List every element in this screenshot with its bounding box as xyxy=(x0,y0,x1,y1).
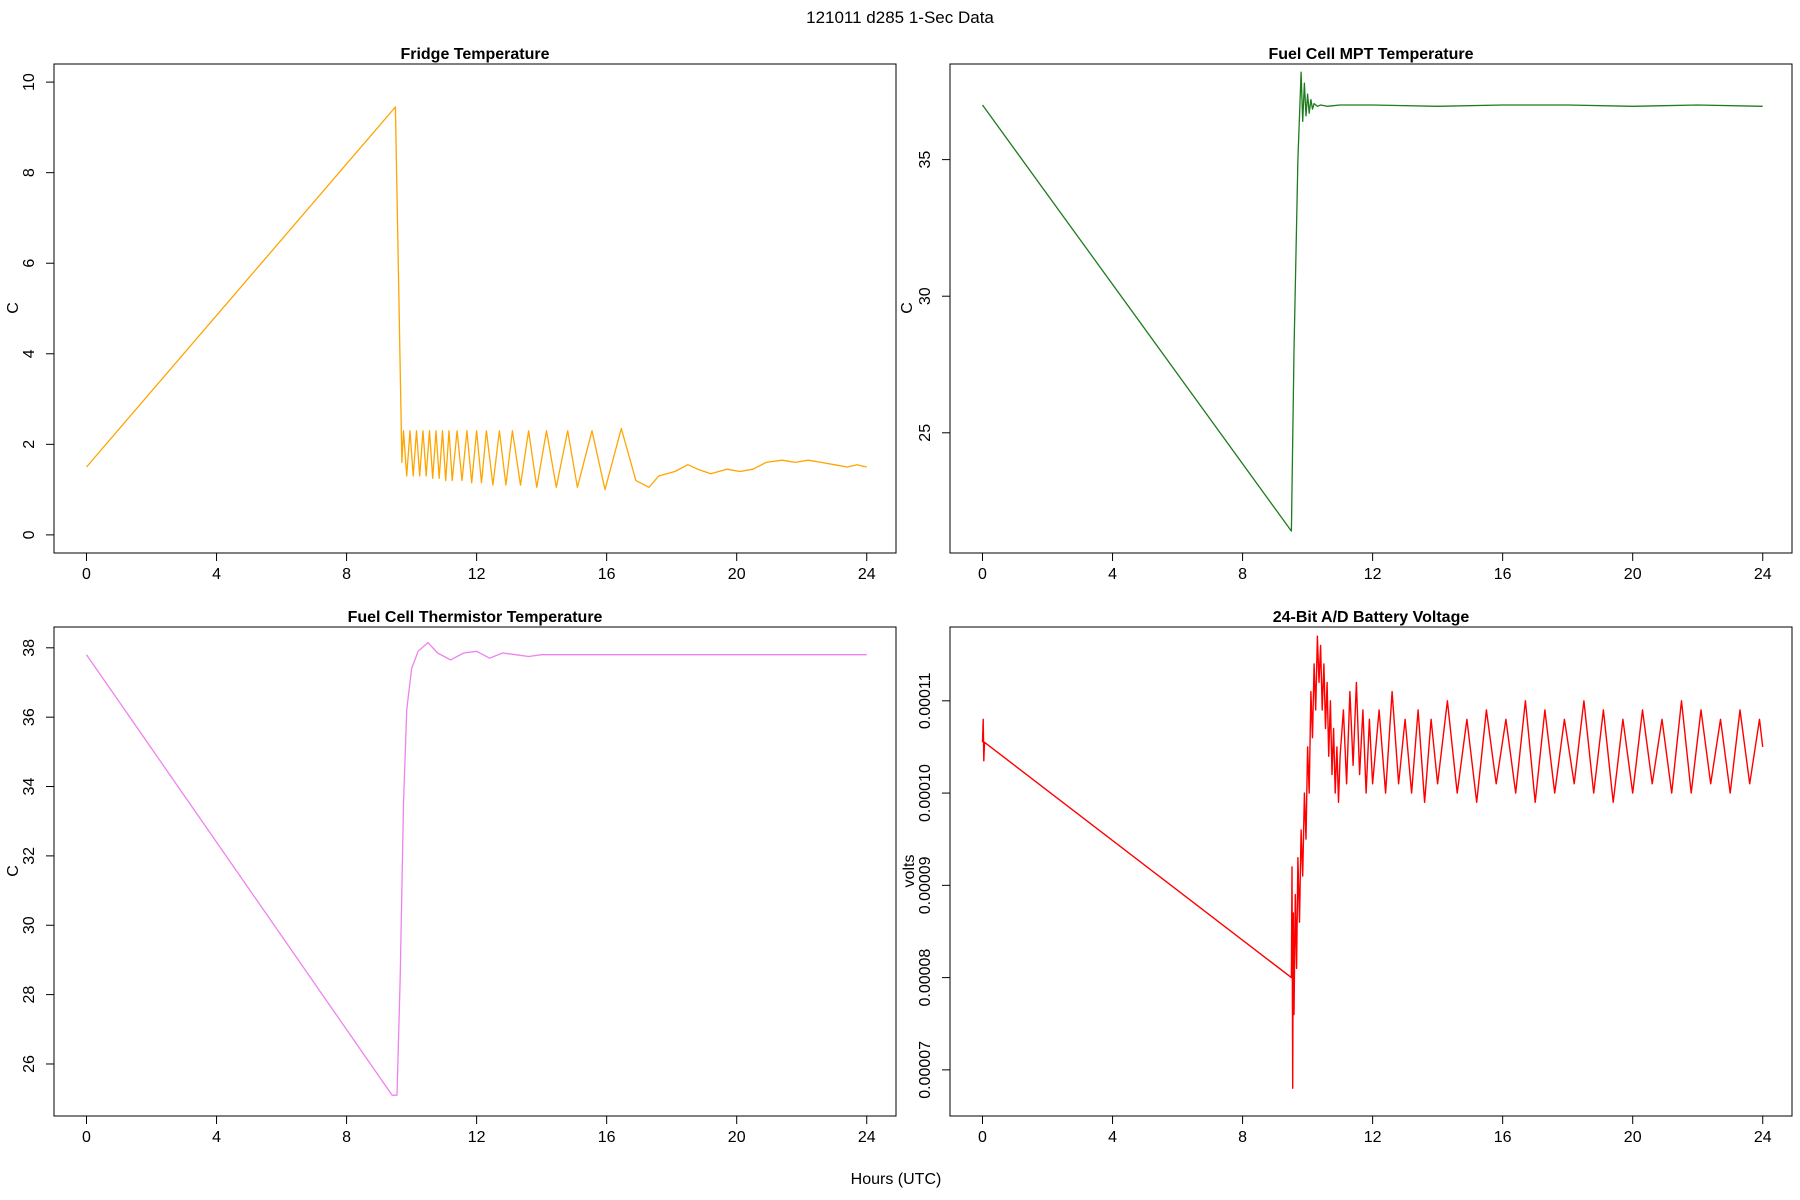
series-line-0 xyxy=(86,106,867,491)
y-tick-label: 0.00007 xyxy=(917,1041,934,1099)
series-line xyxy=(86,106,867,491)
figure-title: 121011 d285 1-Sec Data xyxy=(806,8,994,27)
y-axis-label: C xyxy=(899,302,916,314)
x-tick-label: 12 xyxy=(468,566,486,583)
x-tick-label: 20 xyxy=(1624,1129,1642,1146)
panel-battery-voltage: 24-Bit A/D Battery Voltage volts 0 4 8 12 16… xyxy=(901,609,1793,1146)
y-tick-label: 8 xyxy=(21,168,38,177)
y-tick-label: 25 xyxy=(917,424,934,442)
y-tick-label: 30 xyxy=(21,916,38,934)
y-tick-label: 0 xyxy=(21,530,38,539)
axis-ticks: 0 4 8 12 16 20 24 26 28 30 32 34 36 38 xyxy=(21,639,876,1146)
y-tick-label: 10 xyxy=(21,73,38,91)
plot-frame xyxy=(949,63,1793,554)
plot-frame xyxy=(53,626,897,1117)
x-tick-label: 16 xyxy=(1494,1129,1512,1146)
x-tick-label: 12 xyxy=(1364,1129,1382,1146)
x-tick-label: 24 xyxy=(858,566,876,583)
y-tick-label: 2 xyxy=(21,440,38,449)
y-axis-label: C xyxy=(5,865,22,877)
y-tick-label: 32 xyxy=(21,847,38,865)
series-line xyxy=(981,635,1764,1090)
x-axis-label: Hours (UTC) xyxy=(851,1171,942,1188)
y-tick-label: 36 xyxy=(21,708,38,726)
y-tick-label: 28 xyxy=(21,986,38,1004)
y-tick-label: 30 xyxy=(917,287,934,305)
x-tick-label: 24 xyxy=(1754,566,1772,583)
axis-ticks: 0 4 8 12 16 20 24 0.00007 0.00008 0.00009 0.00010 0… xyxy=(917,672,1772,1146)
panel-fuel-cell-thermistor-temperature: Fuel Cell Thermistor Temperature C 0 4 8 12… xyxy=(5,609,897,1146)
y-tick-label: 0.00008 xyxy=(917,949,934,1007)
y-tick-label: 35 xyxy=(917,151,934,169)
series-line xyxy=(85,641,867,1096)
y-tick-label: 26 xyxy=(21,1055,38,1073)
y-tick-label: 0.00010 xyxy=(917,764,934,822)
y-tick-label: 34 xyxy=(21,778,38,796)
x-tick-label: 0 xyxy=(978,566,987,583)
y-tick-label: 4 xyxy=(21,349,38,358)
panel-title: 24-Bit A/D Battery Voltage xyxy=(1273,609,1470,626)
x-tick-label: 4 xyxy=(212,1129,221,1146)
x-tick-label: 0 xyxy=(82,1129,91,1146)
series-line-0 xyxy=(981,635,1764,1090)
y-axis-label: C xyxy=(5,302,22,314)
axis-ticks: 0 4 8 12 16 20 24 25 30 35 xyxy=(917,151,1772,583)
x-tick-label: 8 xyxy=(342,566,351,583)
series-line xyxy=(981,71,1763,532)
x-tick-label: 4 xyxy=(1108,566,1117,583)
y-tick-label: 0.00011 xyxy=(917,672,934,729)
series-line-0 xyxy=(85,641,867,1096)
x-tick-label: 4 xyxy=(1108,1129,1117,1146)
x-tick-label: 8 xyxy=(1238,566,1247,583)
y-tick-label: 6 xyxy=(21,259,38,268)
panel-fuel-cell-mpt-temperature: Fuel Cell MPT Temperature C 0 4 8 12 16 20 24 2… xyxy=(899,46,1793,583)
panel-title: Fuel Cell Thermistor Temperature xyxy=(348,609,603,626)
y-tick-label: 38 xyxy=(21,639,38,657)
x-tick-label: 16 xyxy=(598,566,616,583)
x-tick-label: 20 xyxy=(728,1129,746,1146)
series-line-0 xyxy=(981,71,1763,532)
y-tick-label: 0.00009 xyxy=(917,856,934,914)
x-tick-label: 0 xyxy=(978,1129,987,1146)
x-tick-label: 8 xyxy=(1238,1129,1247,1146)
x-tick-label: 16 xyxy=(1494,566,1512,583)
x-tick-label: 4 xyxy=(212,566,221,583)
x-tick-label: 24 xyxy=(858,1129,876,1146)
plot-frame xyxy=(53,63,897,554)
x-tick-label: 20 xyxy=(1624,566,1642,583)
panel-title: Fuel Cell MPT Temperature xyxy=(1268,46,1473,63)
x-tick-label: 8 xyxy=(342,1129,351,1146)
y-axis-label: volts xyxy=(901,855,918,888)
x-tick-label: 0 xyxy=(82,566,91,583)
x-tick-label: 24 xyxy=(1754,1129,1772,1146)
x-tick-label: 16 xyxy=(598,1129,616,1146)
x-tick-label: 12 xyxy=(468,1129,486,1146)
panel-title: Fridge Temperature xyxy=(400,46,549,63)
plot-frame xyxy=(949,626,1793,1117)
x-tick-label: 20 xyxy=(728,566,746,583)
x-tick-label: 12 xyxy=(1364,566,1382,583)
